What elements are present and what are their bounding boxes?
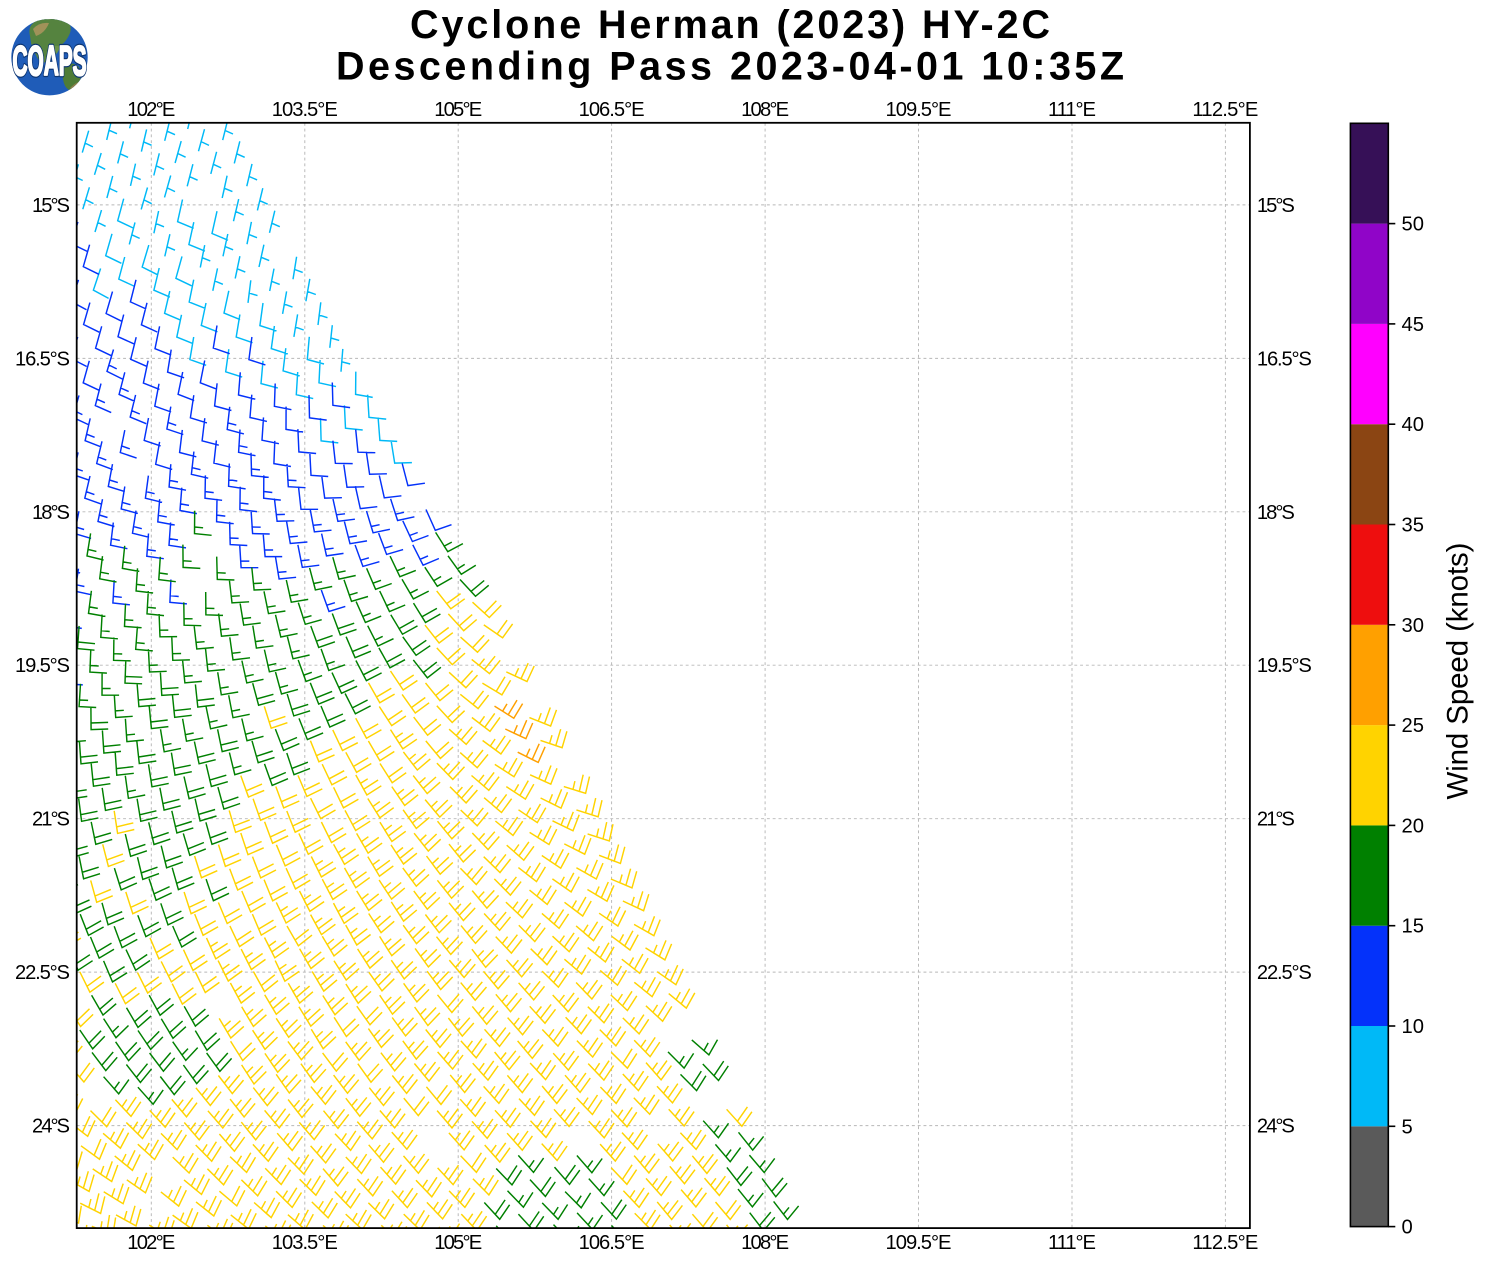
svg-text:103.5°E: 103.5°E xyxy=(272,99,338,121)
svg-text:21°S: 21°S xyxy=(32,809,70,831)
svg-text:22.5°S: 22.5°S xyxy=(15,962,70,984)
svg-text:105°E: 105°E xyxy=(434,99,482,121)
svg-text:20: 20 xyxy=(1402,815,1424,837)
svg-text:15°S: 15°S xyxy=(32,195,70,217)
svg-text:40: 40 xyxy=(1402,414,1424,436)
svg-text:21°S: 21°S xyxy=(1257,809,1295,831)
svg-text:106.5°E: 106.5°E xyxy=(579,99,645,121)
svg-text:109.5°E: 109.5°E xyxy=(886,99,952,121)
svg-text:25: 25 xyxy=(1402,715,1424,737)
svg-text:Cyclone Herman (2023) HY-2C: Cyclone Herman (2023) HY-2C xyxy=(410,3,1050,47)
svg-text:30: 30 xyxy=(1402,615,1424,637)
svg-text:112.5°E: 112.5°E xyxy=(1192,99,1258,121)
svg-text:18°S: 18°S xyxy=(1257,502,1295,524)
svg-text:15°S: 15°S xyxy=(1257,195,1295,217)
svg-text:19.5°S: 19.5°S xyxy=(1257,655,1312,677)
svg-text:Descending Pass 2023-04-01 10:: Descending Pass 2023-04-01 10:35Z xyxy=(336,45,1124,89)
svg-text:106.5°E: 106.5°E xyxy=(579,1232,645,1254)
svg-text:5: 5 xyxy=(1402,1116,1413,1138)
svg-text:16.5°S: 16.5°S xyxy=(15,348,70,370)
svg-text:24°S: 24°S xyxy=(1257,1116,1295,1138)
svg-text:109.5°E: 109.5°E xyxy=(886,1232,952,1254)
svg-text:108°E: 108°E xyxy=(741,99,789,121)
svg-text:108°E: 108°E xyxy=(741,1232,789,1254)
svg-text:19.5°S: 19.5°S xyxy=(15,655,70,677)
svg-text:50: 50 xyxy=(1402,214,1424,236)
svg-text:35: 35 xyxy=(1402,515,1424,537)
svg-text:Wind Speed (knots): Wind Speed (knots) xyxy=(1442,543,1475,800)
svg-text:16.5°S: 16.5°S xyxy=(1257,348,1312,370)
svg-text:102°E: 102°E xyxy=(127,1232,175,1254)
svg-text:10: 10 xyxy=(1402,1016,1424,1038)
svg-text:18°S: 18°S xyxy=(32,502,70,524)
svg-text:45: 45 xyxy=(1402,314,1424,336)
svg-text:22.5°S: 22.5°S xyxy=(1257,962,1312,984)
svg-text:24°S: 24°S xyxy=(32,1116,70,1138)
svg-text:0: 0 xyxy=(1402,1217,1413,1239)
svg-text:COAPS: COAPS xyxy=(13,37,87,84)
svg-text:111°E: 111°E xyxy=(1048,99,1096,121)
svg-text:COAPS: COAPS xyxy=(13,37,87,84)
svg-text:15: 15 xyxy=(1402,916,1424,938)
svg-text:112.5°E: 112.5°E xyxy=(1192,1232,1258,1254)
svg-text:103.5°E: 103.5°E xyxy=(272,1232,338,1254)
svg-text:105°E: 105°E xyxy=(434,1232,482,1254)
svg-text:111°E: 111°E xyxy=(1048,1232,1096,1254)
svg-text:102°E: 102°E xyxy=(127,99,175,121)
